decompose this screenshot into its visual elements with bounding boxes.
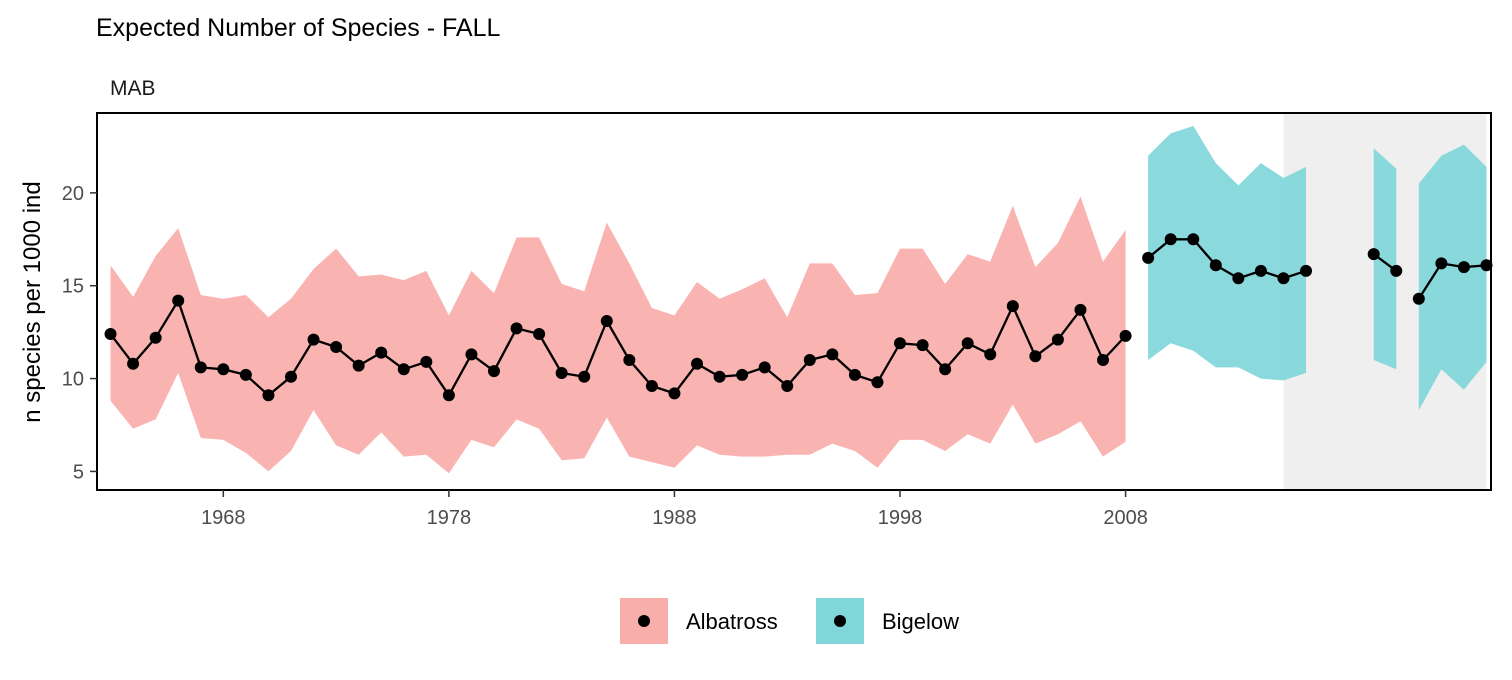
y-tick-label: 20: [62, 183, 84, 205]
point-albatross-1988: [668, 387, 681, 400]
point-albatross-2004: [1029, 350, 1042, 363]
point-albatross-1992: [758, 361, 771, 374]
x-tick-label: 2008: [1103, 507, 1148, 529]
point-albatross-1997: [871, 376, 884, 389]
point-albatross-1977: [420, 355, 433, 368]
point-albatross-2002: [984, 348, 997, 361]
ribbon-bigelow-2: [1418, 144, 1487, 411]
plot-border: [96, 112, 1492, 491]
point-albatross-1984: [578, 370, 591, 383]
point-albatross-1990: [713, 370, 726, 383]
point-bigelow-2024: [1480, 259, 1493, 272]
x-axis: 1968 1978 1988 1998 2008: [201, 490, 1148, 529]
point-albatross-1966: [172, 294, 185, 307]
point-bigelow-2011: [1187, 233, 1200, 246]
legend-marker: [834, 615, 846, 627]
point-albatross-1994: [803, 354, 816, 366]
point-albatross-1963: [104, 328, 117, 340]
x-tick-label: 1998: [878, 507, 923, 529]
point-albatross-1989: [691, 357, 704, 370]
x-tick-label: 1978: [427, 507, 472, 529]
point-albatross-1985: [600, 315, 613, 327]
point-albatross-1975: [375, 346, 388, 359]
point-albatross-1968: [217, 363, 230, 376]
ribbon-albatross-0: [110, 196, 1126, 474]
facet-label: MAB: [110, 77, 156, 100]
point-albatross-2006: [1074, 303, 1087, 316]
point-albatross-2000: [939, 363, 952, 376]
point-albatross-1980: [487, 365, 500, 378]
point-bigelow-2015: [1277, 272, 1290, 285]
point-albatross-1998: [894, 337, 907, 350]
point-albatross-1996: [848, 368, 861, 381]
y-axis-title: n species per 1000 ind: [19, 181, 46, 423]
ribbon-bigelow-0: [1148, 126, 1306, 381]
legend-item-bigelow: Bigelow: [816, 598, 959, 644]
point-albatross-2007: [1097, 354, 1110, 366]
point-albatross-2008: [1119, 329, 1132, 342]
point-bigelow-2021: [1412, 292, 1425, 305]
y-tick-label: 5: [73, 461, 84, 483]
point-bigelow-2014: [1254, 264, 1267, 277]
point-albatross-1987: [645, 380, 658, 392]
point-albatross-1995: [826, 348, 839, 361]
legend-item-albatross: Albatross: [620, 598, 778, 644]
point-bigelow-2012: [1209, 259, 1222, 272]
x-tick-label: 1988: [652, 507, 697, 529]
legend-label: Albatross: [686, 609, 778, 634]
point-bigelow-2010: [1164, 233, 1177, 246]
ribbon-bigelow-1: [1373, 148, 1397, 370]
point-layer: [104, 233, 1493, 402]
point-albatross-1993: [781, 380, 794, 392]
point-albatross-1974: [352, 359, 365, 372]
point-albatross-1969: [239, 368, 252, 381]
point-bigelow-2019: [1367, 248, 1380, 261]
point-albatross-1979: [465, 348, 478, 361]
point-albatross-1991: [736, 368, 749, 381]
point-albatross-1967: [194, 361, 207, 374]
y-tick-label: 15: [62, 276, 84, 298]
point-bigelow-2009: [1142, 251, 1155, 264]
point-albatross-2005: [1051, 333, 1064, 346]
chart-title: Expected Number of Species - FALL: [96, 14, 500, 42]
point-albatross-2001: [961, 337, 974, 350]
point-albatross-1972: [307, 333, 320, 346]
legend-label: Bigelow: [882, 609, 959, 634]
point-albatross-1971: [284, 370, 297, 383]
point-albatross-1981: [510, 322, 523, 335]
point-albatross-1999: [916, 339, 929, 352]
point-albatross-1973: [330, 341, 343, 353]
point-albatross-1982: [533, 328, 546, 340]
legend-marker: [638, 615, 650, 627]
y-axis: 5 10 15 20: [62, 183, 97, 483]
y-tick-label: 10: [62, 369, 84, 391]
legend: Albatross Bigelow: [620, 598, 959, 644]
point-albatross-1964: [127, 357, 140, 370]
point-bigelow-2022: [1435, 257, 1448, 270]
point-albatross-1970: [262, 389, 275, 402]
series-line-bigelow-2: [1417, 262, 1487, 300]
point-albatross-1976: [397, 363, 410, 376]
point-bigelow-2023: [1457, 261, 1470, 274]
point-albatross-1965: [149, 331, 162, 344]
point-albatross-1978: [442, 389, 455, 402]
x-tick-label: 1968: [201, 507, 246, 529]
point-albatross-2003: [1006, 300, 1019, 313]
series-line-albatross-0: [109, 299, 1127, 397]
point-bigelow-2020: [1390, 264, 1403, 277]
point-albatross-1983: [555, 367, 568, 379]
ribbon-layer: [110, 126, 1487, 474]
point-albatross-1986: [623, 354, 636, 366]
point-bigelow-2016: [1300, 264, 1313, 277]
point-bigelow-2013: [1232, 272, 1245, 285]
